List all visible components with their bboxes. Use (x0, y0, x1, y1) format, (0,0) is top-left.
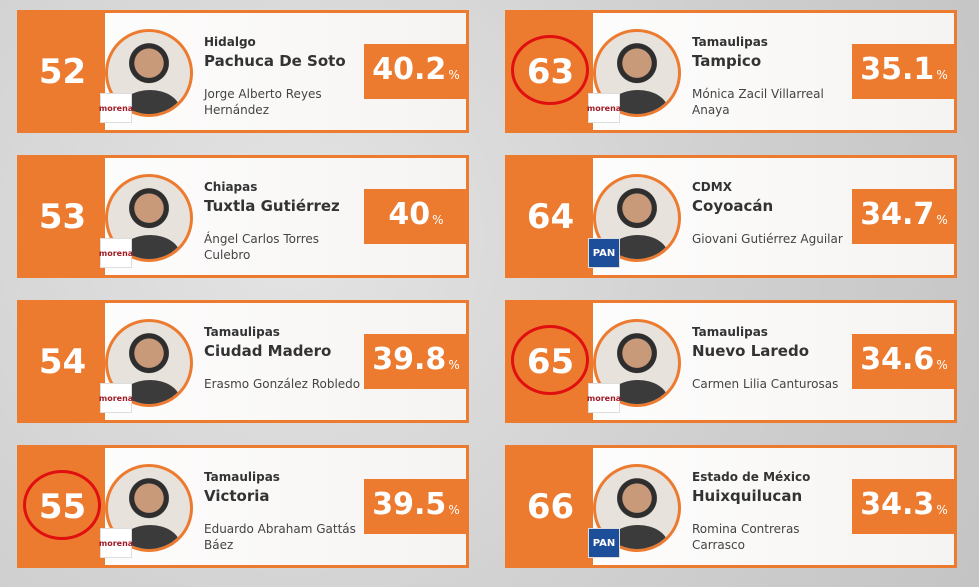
percent: 39.5 (372, 487, 447, 522)
candidate-name: Eduardo Abraham Gattás Báez (204, 522, 356, 552)
city: Pachuca De Soto (204, 52, 346, 70)
candidate-name: Ángel Carlos Torres Culebro (204, 232, 320, 262)
candidate-name: Romina Contreras Carrasco (692, 522, 800, 552)
party-logo: morena (587, 383, 621, 413)
party-logo: morena (99, 238, 133, 268)
city: Tuxtla Gutiérrez (204, 197, 340, 215)
highlight-circle (511, 325, 589, 395)
rank-block (508, 448, 593, 565)
candidate-name: Jorge Alberto Reyes Hernández (204, 87, 322, 117)
percent-unit: % (936, 503, 948, 517)
percent: 40.2 (372, 52, 447, 87)
percent-unit: % (936, 68, 948, 82)
city: Huixquilucan (692, 487, 803, 505)
city: Victoria (204, 487, 270, 505)
percent: 34.7 (860, 197, 935, 232)
percent-box: 39.5% (364, 479, 468, 534)
percent-unit: % (432, 213, 444, 227)
percent-unit: % (448, 358, 460, 372)
candidate-name: Carmen Lilia Canturosas (692, 377, 839, 391)
percent: 35.1 (860, 52, 935, 87)
candidate-card: 54 morena Tamaulipas Ciudad Madero Erasmo Go… (17, 300, 469, 423)
highlight-circle (23, 470, 101, 540)
region: Tamaulipas (692, 325, 768, 339)
percent-box: 40.2% (364, 44, 468, 99)
rank-block (20, 303, 105, 420)
party-logo: morena (587, 93, 621, 123)
region: Estado de México (692, 470, 811, 484)
percent-box: 34.3% (852, 479, 956, 534)
region: Hidalgo (204, 35, 256, 49)
candidate-card: 55 morena Tamaulipas Victoria Eduardo Abraha… (17, 445, 469, 568)
candidate-name: Giovani Gutiérrez Aguilar (692, 232, 843, 246)
party-logo: PAN (588, 238, 620, 268)
candidate-card: 65 morena Tamaulipas Nuevo Laredo Carmen Lil… (505, 300, 957, 423)
candidate-card: 53 morena Chiapas Tuxtla Gutiérrez Ángel Car… (17, 155, 469, 278)
percent: 39.8 (372, 342, 447, 377)
party-logo: morena (99, 93, 133, 123)
region: Tamaulipas (204, 470, 280, 484)
rank-block (508, 158, 593, 275)
city: Ciudad Madero (204, 342, 332, 360)
percent: 40 (388, 197, 431, 232)
percent-box: 40% (364, 189, 468, 244)
city: Tampico (692, 52, 762, 70)
percent-unit: % (448, 503, 460, 517)
region: Chiapas (204, 180, 258, 194)
city: Coyoacán (692, 197, 774, 215)
region: Tamaulipas (692, 35, 768, 49)
rank: 52 (38, 51, 87, 92)
percent: 34.3 (860, 487, 935, 522)
rank: 66 (526, 486, 575, 527)
rank: 54 (38, 341, 87, 382)
rank: 53 (38, 196, 87, 237)
party-logo: morena (99, 528, 133, 558)
candidate-photo (593, 174, 681, 262)
percent-unit: % (936, 213, 948, 227)
city: Nuevo Laredo (692, 342, 810, 360)
rank-block (20, 158, 105, 275)
rank: 64 (526, 196, 575, 237)
region: CDMX (692, 180, 732, 194)
region: Tamaulipas (204, 325, 280, 339)
party-logo: PAN (588, 528, 620, 558)
rank-block (20, 13, 105, 130)
percent: 34.6 (860, 342, 935, 377)
candidate-card: 66 PAN Estado de México Huixquilucan Romina … (505, 445, 957, 568)
party-logo: morena (99, 383, 133, 413)
candidate-card: 63 morena Tamaulipas Tampico Mónica Zacil Vi… (505, 10, 957, 133)
percent-box: 35.1% (852, 44, 956, 99)
percent-box: 34.6% (852, 334, 956, 389)
percent-unit: % (936, 358, 948, 372)
percent-unit: % (448, 68, 460, 82)
candidate-name: Mónica Zacil Villarreal Anaya (692, 87, 824, 117)
candidate-card: 52 morena Hidalgo Pachuca De Soto Jorge Albe… (17, 10, 469, 133)
highlight-circle (511, 35, 589, 105)
candidate-name: Erasmo González Robledo (204, 377, 361, 391)
percent-box: 34.7% (852, 189, 956, 244)
candidate-card: 64 PAN CDMX Coyoacán Giovani Gutiérrez Aguil… (505, 155, 957, 278)
percent-box: 39.8% (364, 334, 468, 389)
